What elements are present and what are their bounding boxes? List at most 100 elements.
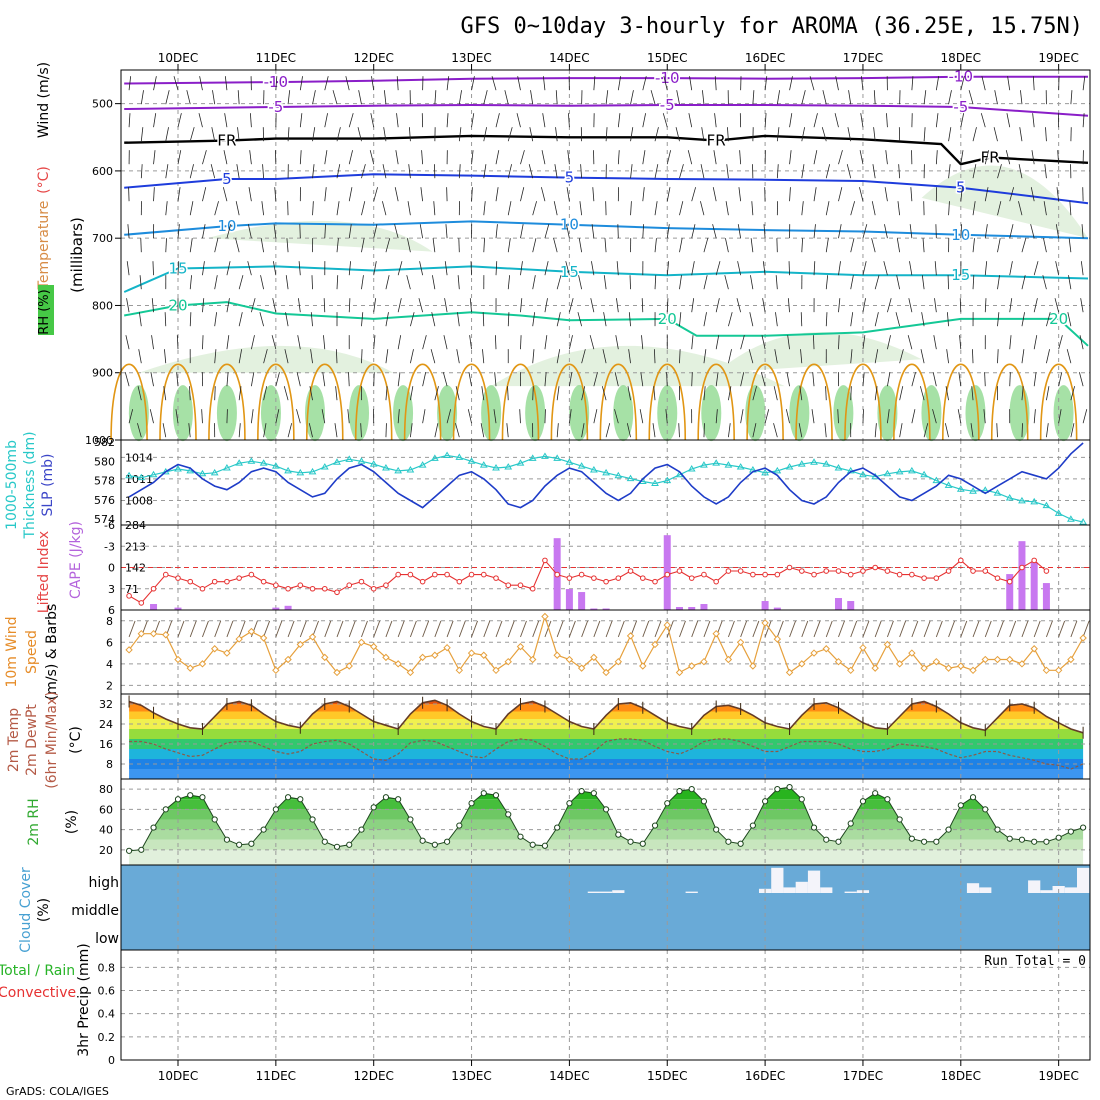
rh-marker	[468, 800, 475, 807]
wind-barb	[442, 372, 448, 387]
temp-label-b: 2m DewPt	[24, 704, 40, 776]
li-marker	[994, 575, 1001, 581]
wind-barb	[703, 349, 707, 364]
wind-barb	[932, 372, 937, 387]
wind-barb	[541, 187, 546, 202]
wind-barb	[137, 386, 142, 401]
wind-barb	[1033, 372, 1037, 387]
li-marker	[578, 571, 585, 578]
wind-barb	[813, 224, 816, 239]
rh-moist-cell	[481, 385, 502, 442]
li-marker	[982, 568, 989, 574]
li-marker	[383, 582, 389, 589]
li-marker	[162, 571, 169, 578]
thickness-marker	[981, 486, 990, 493]
wind-barb	[296, 372, 301, 387]
wind-barb	[787, 298, 790, 313]
surface-wind-barb	[1070, 620, 1078, 638]
wind-barb	[678, 423, 680, 438]
wind-barb	[420, 187, 424, 202]
wind-barb	[238, 423, 241, 438]
thickness-marker	[907, 466, 916, 474]
wind-barb	[370, 113, 375, 128]
surface-wind-barb	[1021, 620, 1029, 638]
wind-barb	[604, 238, 607, 253]
li-marker	[370, 585, 377, 592]
rh-marker	[688, 786, 695, 793]
precip-label-a: Total / Rain	[0, 963, 75, 979]
wind-barb	[935, 113, 939, 128]
wind-barb	[825, 164, 831, 179]
li-line	[128, 559, 1047, 604]
surface-wind-barb	[250, 620, 258, 638]
wind-barb	[577, 312, 583, 327]
wind-barb	[615, 335, 619, 350]
wind-speed-marker	[944, 664, 953, 672]
wind-speed-marker	[369, 642, 378, 651]
wind-barb	[896, 275, 901, 290]
surface-wind-barb	[605, 620, 613, 638]
thickness-marker	[724, 461, 733, 468]
li-marker	[285, 585, 291, 592]
surface-wind-barb	[532, 620, 540, 638]
rh-marker	[590, 790, 597, 797]
wind-barb	[263, 386, 268, 401]
rh-moist-cell	[789, 385, 810, 442]
thickness-marker	[1042, 501, 1051, 509]
rh-marker	[957, 802, 964, 809]
wind-barb	[336, 201, 340, 216]
wind-barb	[483, 127, 487, 142]
rh-moist-cell	[1053, 385, 1074, 442]
thickness-marker	[504, 463, 513, 470]
wind-barb	[821, 127, 827, 142]
wind-barb	[825, 312, 828, 327]
wind-barb	[520, 187, 525, 202]
wind-barb	[1021, 275, 1026, 290]
surface-wind-barb	[1082, 620, 1090, 638]
thickness-marker	[1005, 493, 1014, 501]
wind-speed-marker	[969, 666, 977, 675]
wind-barb	[495, 261, 498, 276]
wind-barb	[934, 261, 937, 276]
wind-barb	[394, 187, 399, 202]
li-marker	[1006, 578, 1013, 585]
wind-barb	[662, 113, 668, 128]
wind-barb	[628, 312, 631, 327]
wind-barb	[911, 409, 916, 424]
wind-speed-marker	[357, 638, 366, 647]
rh-marker	[333, 843, 341, 850]
wind-barb	[569, 335, 573, 350]
thickness-marker	[418, 461, 427, 468]
wind-barb	[752, 423, 757, 438]
slp-label-thickness-b: Thickness (dm)	[22, 431, 38, 539]
surface-wind-barb	[948, 620, 955, 638]
wind-barb	[360, 423, 362, 438]
rh-moist-cell	[965, 385, 986, 442]
wind-speed-marker	[308, 633, 317, 641]
wind-barb	[274, 187, 277, 202]
wind-barb	[946, 349, 949, 364]
wind-barb	[310, 312, 313, 327]
wind-barb	[997, 312, 1000, 327]
li-marker	[211, 578, 218, 585]
wind-barb	[177, 150, 182, 165]
li-marker	[187, 578, 194, 585]
wind-barb	[397, 335, 402, 350]
surface-wind-barb	[727, 620, 735, 638]
thickness-marker	[944, 481, 953, 488]
wind-barb	[238, 312, 243, 327]
temp-tick-label: 8	[106, 758, 113, 771]
wind-barb	[750, 275, 754, 290]
wind-barb	[968, 90, 974, 105]
wind-barb	[813, 187, 817, 202]
thickness-marker	[125, 471, 133, 479]
temp-color-band	[129, 759, 1084, 769]
wind-barb	[483, 90, 488, 105]
li-marker	[480, 571, 487, 578]
wind-barb	[984, 372, 986, 387]
wind-barb	[760, 372, 766, 387]
thickness-marker	[357, 457, 366, 464]
rh-marker	[1067, 828, 1074, 835]
wind-barb	[285, 275, 289, 290]
ytick-label: 700	[92, 232, 113, 245]
